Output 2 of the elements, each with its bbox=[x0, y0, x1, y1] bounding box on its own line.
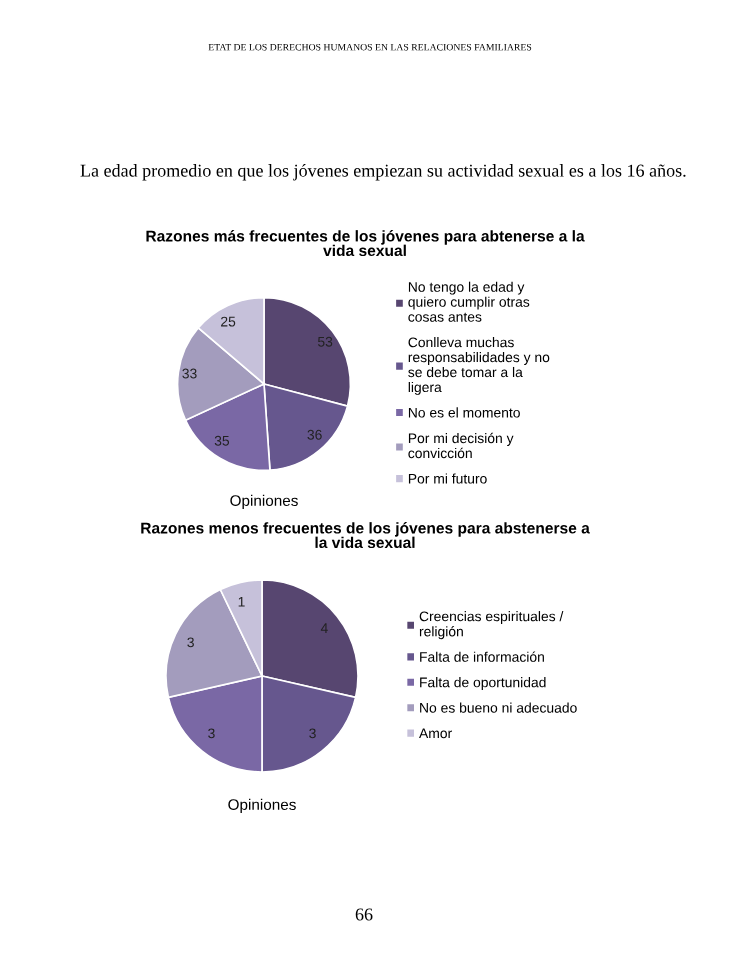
text: La edad promedio en que los jóvenes empiezan su actividad sexual es a los 16 años. bbox=[80, 164, 686, 181]
text: 66 bbox=[355, 908, 373, 921]
